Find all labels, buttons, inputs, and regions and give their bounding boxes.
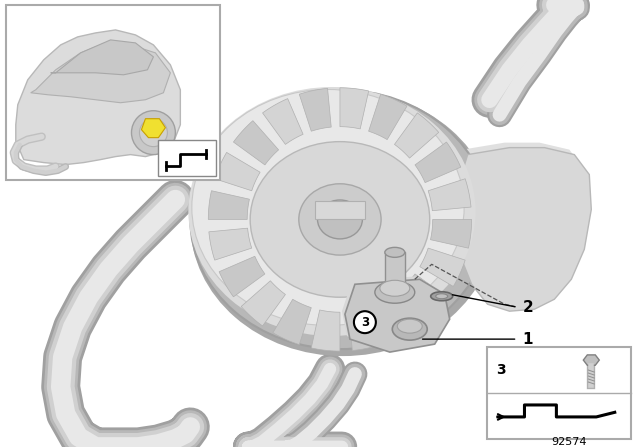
Polygon shape <box>141 119 165 138</box>
Ellipse shape <box>299 184 381 255</box>
Polygon shape <box>241 281 285 326</box>
Polygon shape <box>460 148 591 311</box>
Bar <box>385 252 404 292</box>
Polygon shape <box>262 99 303 144</box>
Ellipse shape <box>317 200 362 239</box>
Polygon shape <box>31 43 170 103</box>
Ellipse shape <box>431 292 452 301</box>
Bar <box>486 347 631 439</box>
Circle shape <box>131 111 175 155</box>
Polygon shape <box>234 121 278 165</box>
Polygon shape <box>16 30 180 164</box>
Polygon shape <box>208 191 250 220</box>
Text: 3: 3 <box>361 316 369 329</box>
Polygon shape <box>219 256 265 297</box>
Polygon shape <box>428 179 471 211</box>
Ellipse shape <box>385 247 404 257</box>
Ellipse shape <box>190 90 490 349</box>
Polygon shape <box>377 294 417 340</box>
Polygon shape <box>394 113 438 158</box>
Circle shape <box>354 311 376 333</box>
Ellipse shape <box>192 90 464 325</box>
Ellipse shape <box>188 87 476 336</box>
Polygon shape <box>431 220 472 248</box>
Bar <box>159 140 216 176</box>
Polygon shape <box>311 310 340 351</box>
Text: 3: 3 <box>497 363 506 377</box>
Polygon shape <box>454 142 586 306</box>
Polygon shape <box>342 276 447 349</box>
Ellipse shape <box>436 294 447 299</box>
Ellipse shape <box>250 142 429 297</box>
Polygon shape <box>340 88 369 129</box>
Polygon shape <box>273 299 311 345</box>
Polygon shape <box>369 94 407 140</box>
Polygon shape <box>345 279 450 352</box>
Polygon shape <box>215 152 260 191</box>
Polygon shape <box>415 142 461 183</box>
Polygon shape <box>209 228 252 260</box>
Circle shape <box>140 119 168 146</box>
Ellipse shape <box>190 91 495 356</box>
Ellipse shape <box>397 319 422 333</box>
Polygon shape <box>300 88 332 131</box>
Bar <box>6 5 220 180</box>
Polygon shape <box>51 40 154 75</box>
Polygon shape <box>420 248 465 286</box>
Text: 92574: 92574 <box>552 437 587 447</box>
Ellipse shape <box>392 318 428 340</box>
Polygon shape <box>349 308 381 350</box>
Text: 2: 2 <box>522 300 533 314</box>
Text: 1: 1 <box>522 332 533 347</box>
Ellipse shape <box>380 280 410 296</box>
Polygon shape <box>583 355 599 365</box>
Polygon shape <box>401 274 447 318</box>
Bar <box>315 202 365 220</box>
Ellipse shape <box>375 281 415 303</box>
